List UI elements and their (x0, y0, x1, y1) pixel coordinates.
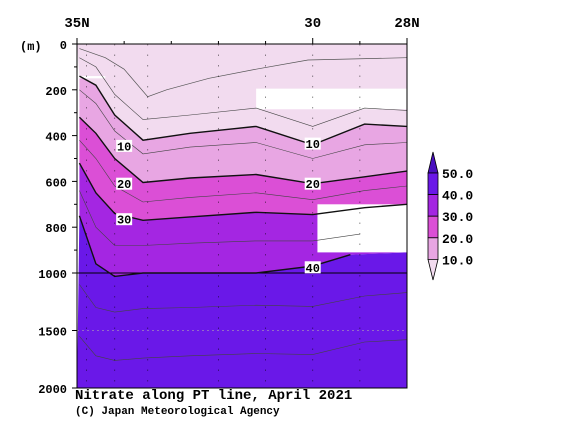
y-tick-label: 1500 (38, 326, 67, 340)
contour-label-20: 20 (306, 178, 320, 192)
contour-label-bg-6 (304, 261, 321, 274)
colorbar-segment-2 (427, 194, 439, 217)
colorbar-segment-1 (427, 172, 439, 196)
contour-label-40: 40 (306, 262, 320, 276)
isoline-fill-6 (79, 336, 407, 361)
y-tick-label: 200 (45, 85, 67, 99)
masked-region-1 (77, 76, 106, 79)
contour-label-bg-4 (304, 177, 321, 190)
x-tick-label: 28N (394, 16, 419, 32)
isoline-40 (78, 215, 351, 278)
colorbar-segment-4 (427, 237, 439, 260)
contour-band-10-20 (79, 76, 407, 184)
colorbar-arrow-top (427, 151, 439, 174)
contour-label-10: 10 (117, 140, 131, 154)
isoline-20 (78, 116, 407, 185)
y-tick-label: 400 (45, 131, 67, 145)
colorbar-label: 30.0 (442, 210, 473, 225)
colorbar-segment-3 (427, 215, 439, 239)
chart-title: Nitrate along PT line, April 2021 (75, 388, 353, 404)
y-tick-label: 1000 (38, 268, 67, 282)
isoline-fill-3 (79, 139, 407, 203)
contour-label-bg-3 (116, 177, 133, 190)
isoline-fill-5 (79, 284, 407, 313)
colorbar-arrow-bottom (427, 259, 439, 281)
x-tick-label: 30 (304, 16, 321, 32)
contour-band-20-30 (79, 117, 407, 221)
contour-band-0-10 (77, 44, 407, 145)
contour-label-20: 20 (117, 178, 131, 192)
colorbar-label: 50.0 (442, 167, 473, 182)
isoline-fill-1 (79, 57, 407, 127)
y-unit-label: (m) (20, 40, 42, 54)
contour-label-10: 10 (306, 138, 320, 152)
contour-band-40-50 (77, 215, 407, 388)
y-tick-label: 0 (60, 39, 67, 53)
contour-label-30: 30 (117, 214, 131, 228)
colorbar-label: 40.0 (442, 189, 473, 204)
contour-label-bg-2 (304, 137, 321, 150)
x-tick-label: 35N (64, 16, 89, 32)
y-tick-label: 2000 (38, 383, 67, 397)
isoline-30 (78, 162, 407, 222)
y-tick-label: 800 (45, 222, 67, 236)
masked-region-2 (256, 88, 407, 110)
contour-label-bg-5 (116, 213, 133, 226)
colorbar-label: 10.0 (442, 253, 473, 268)
colorbar-label: 20.0 (442, 232, 473, 247)
y-tick-label: 600 (45, 176, 67, 190)
plot-frame (76, 43, 408, 389)
isoline-fill-4 (79, 190, 360, 246)
isoline-10 (79, 75, 407, 146)
contour-label-bg-1 (116, 139, 133, 152)
isoline-fill-2 (79, 89, 407, 159)
isoline-fill-shallow (79, 48, 407, 98)
chart-credit: (C) Japan Meteorological Agency (75, 406, 280, 418)
